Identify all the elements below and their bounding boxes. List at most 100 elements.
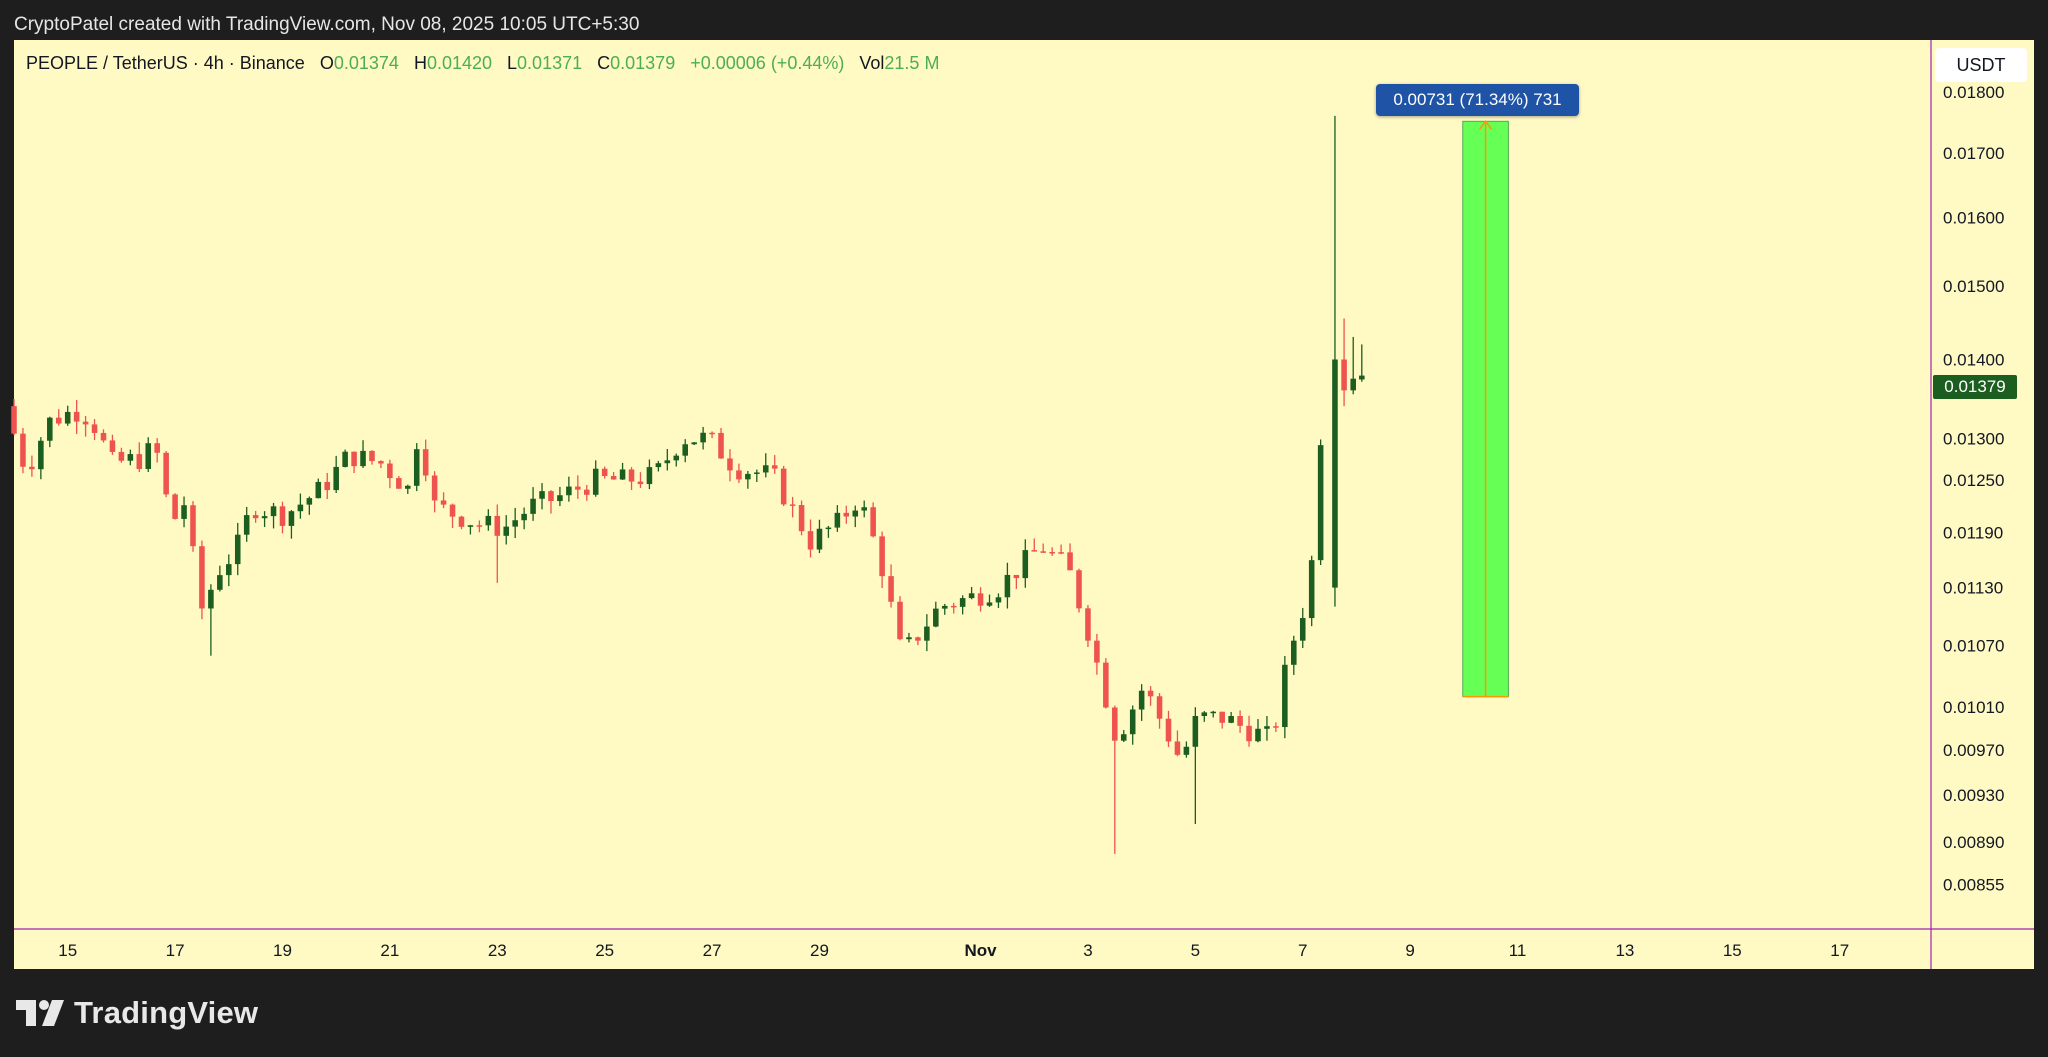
candle-body	[476, 525, 483, 527]
candle-body	[959, 598, 966, 607]
y-tick-label: 0.01500	[1943, 277, 2004, 296]
candle-body	[136, 454, 143, 469]
tradingview-logo-icon	[16, 1000, 64, 1026]
candle-body	[73, 411, 80, 422]
y-tick-label: 0.01700	[1943, 144, 2004, 163]
candle-body	[1201, 712, 1208, 717]
candle-body	[1174, 741, 1181, 755]
candle-body	[181, 505, 187, 519]
candle-body	[950, 605, 957, 608]
candle-body	[270, 506, 277, 517]
candle-body	[1299, 618, 1306, 641]
candle-body	[1183, 746, 1190, 755]
candle-body	[1219, 711, 1225, 723]
candle-body	[646, 467, 653, 485]
close-value: 0.01379	[610, 53, 676, 73]
candle-body	[306, 498, 313, 505]
x-tick-label: 17	[166, 941, 185, 960]
candle-body	[387, 463, 393, 479]
symbol-title[interactable]: PEOPLE / TetherUS · 4h · Binance	[26, 53, 305, 73]
candle-body	[1156, 696, 1163, 719]
candle-body	[261, 516, 268, 519]
candle-body	[1359, 375, 1365, 380]
candle-body	[485, 515, 492, 526]
x-tick-label: 15	[1723, 941, 1742, 960]
candle-body	[234, 534, 241, 565]
x-tick-label: 9	[1405, 941, 1414, 960]
candle-body	[467, 525, 474, 527]
candle-body	[1210, 711, 1217, 714]
candle-body	[20, 433, 26, 467]
candle-body	[243, 515, 250, 535]
candle-body	[1004, 574, 1011, 598]
x-tick-label: 21	[380, 941, 399, 960]
chart-credit: CryptoPatel created with TradingView.com…	[14, 14, 640, 35]
candle-body	[1040, 551, 1046, 553]
currency-button[interactable]: USDT	[1935, 48, 2027, 82]
y-tick-label: 0.01600	[1943, 208, 2004, 227]
candle-body	[252, 515, 259, 519]
open-value: 0.01374	[333, 53, 399, 73]
candle-body	[924, 626, 930, 641]
candle-body	[816, 528, 823, 550]
candle-body	[1031, 550, 1038, 552]
candle-body	[664, 460, 671, 464]
candle-body	[369, 450, 375, 462]
candle-body	[1049, 552, 1055, 554]
candle-body	[1273, 726, 1279, 728]
candle-body	[655, 463, 662, 468]
candle-body	[1129, 709, 1136, 735]
candle-body	[977, 593, 984, 606]
x-tick-label: Nov	[964, 941, 997, 960]
candle-body	[915, 637, 921, 641]
candle-body	[413, 449, 420, 486]
y-tick-label: 0.01250	[1943, 471, 2004, 490]
candle-body	[154, 443, 160, 453]
volume-value: 21.5 M	[884, 53, 940, 73]
candle-body	[127, 454, 134, 461]
high-label: H	[413, 53, 427, 73]
y-tick-label: 0.01800	[1943, 83, 2004, 102]
candle-body	[879, 536, 885, 577]
candle-body	[55, 417, 62, 424]
candle-body	[673, 455, 680, 461]
x-tick-label: 27	[703, 941, 722, 960]
candle-body	[190, 505, 196, 547]
candle-body	[530, 498, 536, 514]
candle-body	[1120, 734, 1127, 741]
volume-label: Vol	[859, 53, 885, 73]
x-tick-label: 19	[273, 941, 292, 960]
candle-body	[727, 458, 733, 471]
candle-body	[199, 546, 205, 609]
candle-body	[583, 489, 590, 495]
candle-body	[1022, 550, 1029, 579]
candle-body	[1165, 718, 1172, 742]
candle-body	[11, 406, 17, 434]
candle-body	[682, 444, 688, 456]
last-price-tag: 0.01379	[1933, 375, 2017, 399]
candle-body	[1255, 728, 1261, 742]
candle-body	[843, 512, 850, 517]
candle-body	[163, 452, 169, 495]
y-tick-label: 0.01190	[1943, 524, 2003, 543]
candle-body	[933, 608, 939, 627]
candle-body	[995, 597, 1002, 603]
candle-body	[378, 461, 384, 464]
high-value: 0.01420	[426, 53, 493, 73]
candle-body	[1103, 662, 1109, 708]
candle-body	[1112, 707, 1118, 741]
candle-body	[324, 481, 331, 491]
candle-body	[91, 424, 98, 433]
candle-body	[494, 515, 501, 536]
tradingview-logo[interactable]: TradingView	[16, 995, 258, 1031]
candle-body	[64, 411, 71, 424]
candle-body	[628, 469, 635, 482]
measure-tool[interactable]	[1462, 120, 1509, 698]
candle-body	[906, 637, 912, 640]
candle-body	[789, 504, 796, 506]
chart-area[interactable]	[14, 40, 2034, 969]
candle-body	[1282, 664, 1288, 728]
candle-body	[1228, 716, 1234, 723]
candle-body	[852, 510, 859, 517]
